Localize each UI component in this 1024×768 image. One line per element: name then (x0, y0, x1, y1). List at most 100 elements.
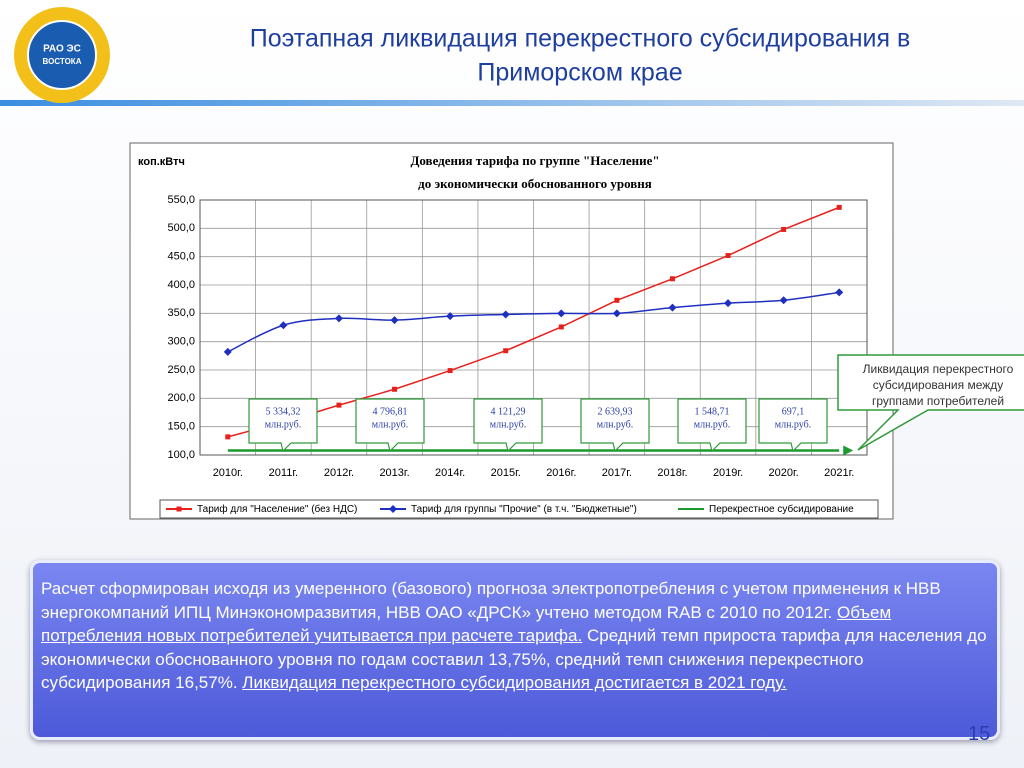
legend-label: Тариф для "Население" (без НДС) (197, 503, 357, 515)
logo: РАО ЭС ВОСТОКА (14, 7, 110, 103)
point (614, 297, 620, 303)
annotation-box (758, 398, 828, 453)
annotation-box (677, 398, 747, 453)
x-tick-label: 2012г. (324, 467, 354, 479)
point (781, 226, 787, 232)
y-tick-label: 450,0 (167, 251, 195, 263)
x-tick-label: 2010г. (213, 467, 243, 479)
callout-text: субсидирования между (873, 378, 1004, 392)
text-segment: Ликвидация перекрестного субсидирования … (242, 673, 787, 692)
legend-box (159, 499, 879, 519)
text-segment: Объем потребления новых потребителей учи… (41, 602, 892, 646)
chart-title: до экономически обоснованного уровня (418, 176, 652, 191)
page-number: 15 (968, 723, 991, 745)
point (223, 347, 232, 356)
annotation-text: 1 548,71 (695, 406, 730, 417)
point (835, 288, 844, 297)
point (836, 204, 842, 210)
annotation-text: 5 334,32 (266, 406, 301, 417)
annotation-box (355, 398, 425, 453)
y-tick-label: 550,0 (167, 194, 195, 206)
point (779, 296, 788, 305)
legend-label: Перекрестное субсидирование (709, 503, 854, 515)
legend-marker (176, 506, 182, 512)
annotation-text: млн.руб. (372, 419, 409, 430)
callout-box (837, 354, 1024, 451)
annotation-box (580, 398, 650, 453)
x-tick-label: 2015г. (491, 467, 521, 479)
logo-text: ВОСТОКА (43, 57, 82, 66)
x-tick-label: 2014г. (435, 467, 465, 479)
callout-text: группами потребителей (872, 394, 1004, 408)
point (558, 324, 564, 330)
x-tick-label: 2021г. (824, 467, 854, 479)
point (612, 309, 621, 318)
annotation-text: млн.руб. (490, 419, 527, 430)
x-tick-label: 2011г. (269, 467, 298, 479)
plot-area (199, 199, 868, 456)
y-tick-label: 300,0 (167, 336, 195, 348)
summary-text: Расчет сформирован исходя из умеренного … (30, 560, 1000, 740)
point (334, 314, 343, 323)
annotation-box (248, 398, 318, 453)
annotation-text: млн.руб. (775, 419, 812, 430)
annotation: 5 334,32 млн.руб. (248, 398, 318, 453)
callout-text: Ликвидация перекрестного (863, 362, 1014, 376)
point (336, 402, 342, 408)
point (668, 303, 677, 312)
x-tick-label: 2020г. (769, 467, 799, 479)
text-segment: Расчет сформирован исходя из умеренного … (41, 579, 941, 622)
x-tick-label: 2016г. (546, 467, 576, 479)
point (447, 368, 453, 374)
annotation-text: 4 796,81 (373, 406, 408, 417)
point (390, 316, 399, 325)
y-axis-label: коп.кВтч (138, 156, 185, 168)
point (392, 386, 398, 392)
point (279, 321, 288, 330)
annotation-box (473, 398, 543, 453)
y-tick-label: 250,0 (167, 364, 195, 376)
x-tick-label: 2018г. (657, 467, 687, 479)
text-segment: Средний темп прироста тарифа для населен… (41, 626, 987, 692)
annotation-text: 697,1 (782, 406, 805, 417)
arrow-head (843, 445, 854, 456)
x-tick-label: 2019г. (713, 467, 743, 479)
point (725, 253, 731, 259)
point (669, 276, 675, 282)
point (724, 299, 733, 308)
annotation: 1 548,71 млн.руб. (677, 398, 747, 453)
slide-title: Поэтапная ликвидация перекрестного субси… (250, 25, 911, 53)
legend-marker (389, 505, 397, 513)
chart-title: Доведения тарифа по группе "Население" (410, 153, 659, 168)
annotation: 2 639,93 млн.руб. (580, 398, 650, 453)
legend-label: Тариф для группы "Прочие" (в т.ч. "Бюдже… (411, 503, 637, 515)
y-tick-label: 400,0 (167, 279, 195, 291)
y-tick-label: 150,0 (167, 421, 195, 433)
annotation-text: 2 639,93 (598, 406, 633, 417)
logo-text: РАО ЭС (43, 44, 81, 55)
point (501, 310, 510, 319)
point (225, 434, 231, 440)
series-line (227, 206, 840, 438)
annotation: 4 796,81 млн.руб. (355, 398, 425, 453)
point (503, 348, 509, 354)
annotation-text: млн.руб. (265, 419, 302, 430)
x-tick-label: 2013г. (379, 467, 409, 479)
y-tick-label: 350,0 (167, 307, 195, 319)
point (446, 312, 455, 321)
annotation-text: 4 121,29 (491, 406, 526, 417)
slide-title: Приморском крае (477, 59, 682, 87)
y-tick-label: 100,0 (167, 449, 195, 461)
y-tick-label: 500,0 (167, 222, 195, 234)
x-tick-label: 2017г. (602, 467, 632, 479)
annotation-text: млн.руб. (694, 419, 731, 430)
annotation-text: млн.руб. (597, 419, 634, 430)
annotation: 697,1 млн.руб. (758, 398, 828, 453)
chart-frame (129, 142, 894, 520)
header-band (0, 100, 1024, 106)
series-line (227, 291, 840, 353)
y-tick-label: 200,0 (167, 392, 195, 404)
annotation: 4 121,29 млн.руб. (473, 398, 543, 453)
